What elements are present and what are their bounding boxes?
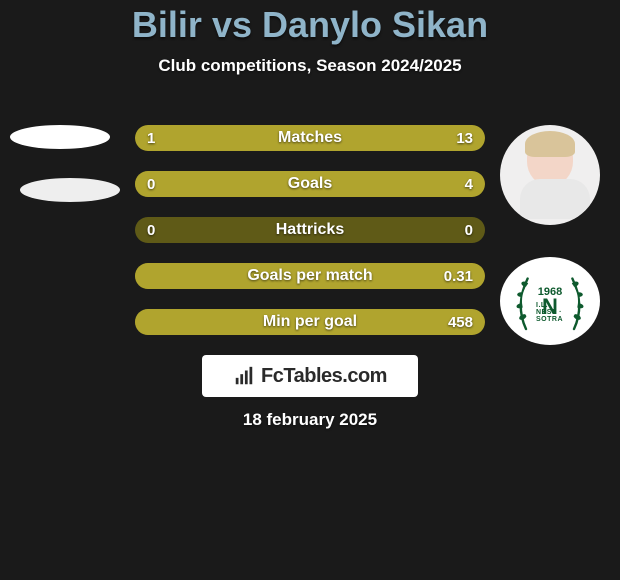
bar-chart-icon (233, 365, 255, 387)
watermark: FcTables.com (202, 355, 418, 397)
club-left-badge (20, 178, 120, 202)
crest-center: 1968 N I.L. NEST · SOTRA (522, 273, 578, 329)
stat-row: 0.31Goals per match (135, 263, 485, 289)
watermark-text: FcTables.com (261, 365, 387, 388)
stat-label: Matches (135, 125, 485, 151)
comparison-subtitle: Club competitions, Season 2024/2025 (0, 56, 620, 76)
stat-label: Hattricks (135, 217, 485, 243)
comparison-date: 18 february 2025 (0, 410, 620, 430)
stat-label: Min per goal (135, 309, 485, 335)
stat-row: 113Matches (135, 125, 485, 151)
crest-ring-text: I.L. NEST · SOTRA (536, 302, 564, 323)
player-right-avatar (500, 125, 600, 225)
stat-row: 00Hattricks (135, 217, 485, 243)
stat-label: Goals per match (135, 263, 485, 289)
stat-label: Goals (135, 171, 485, 197)
club-right-badge: 1968 N I.L. NEST · SOTRA (500, 257, 600, 345)
stat-row: 04Goals (135, 171, 485, 197)
player-silhouette-icon (520, 133, 580, 223)
stats-container: 113Matches 04Goals 00Hattricks 0.31Goals pe… (135, 125, 485, 355)
player-left-avatar (10, 125, 110, 149)
stat-row: 458Min per goal (135, 309, 485, 335)
comparison-title: Bilir vs Danylo Sikan (0, 0, 620, 46)
